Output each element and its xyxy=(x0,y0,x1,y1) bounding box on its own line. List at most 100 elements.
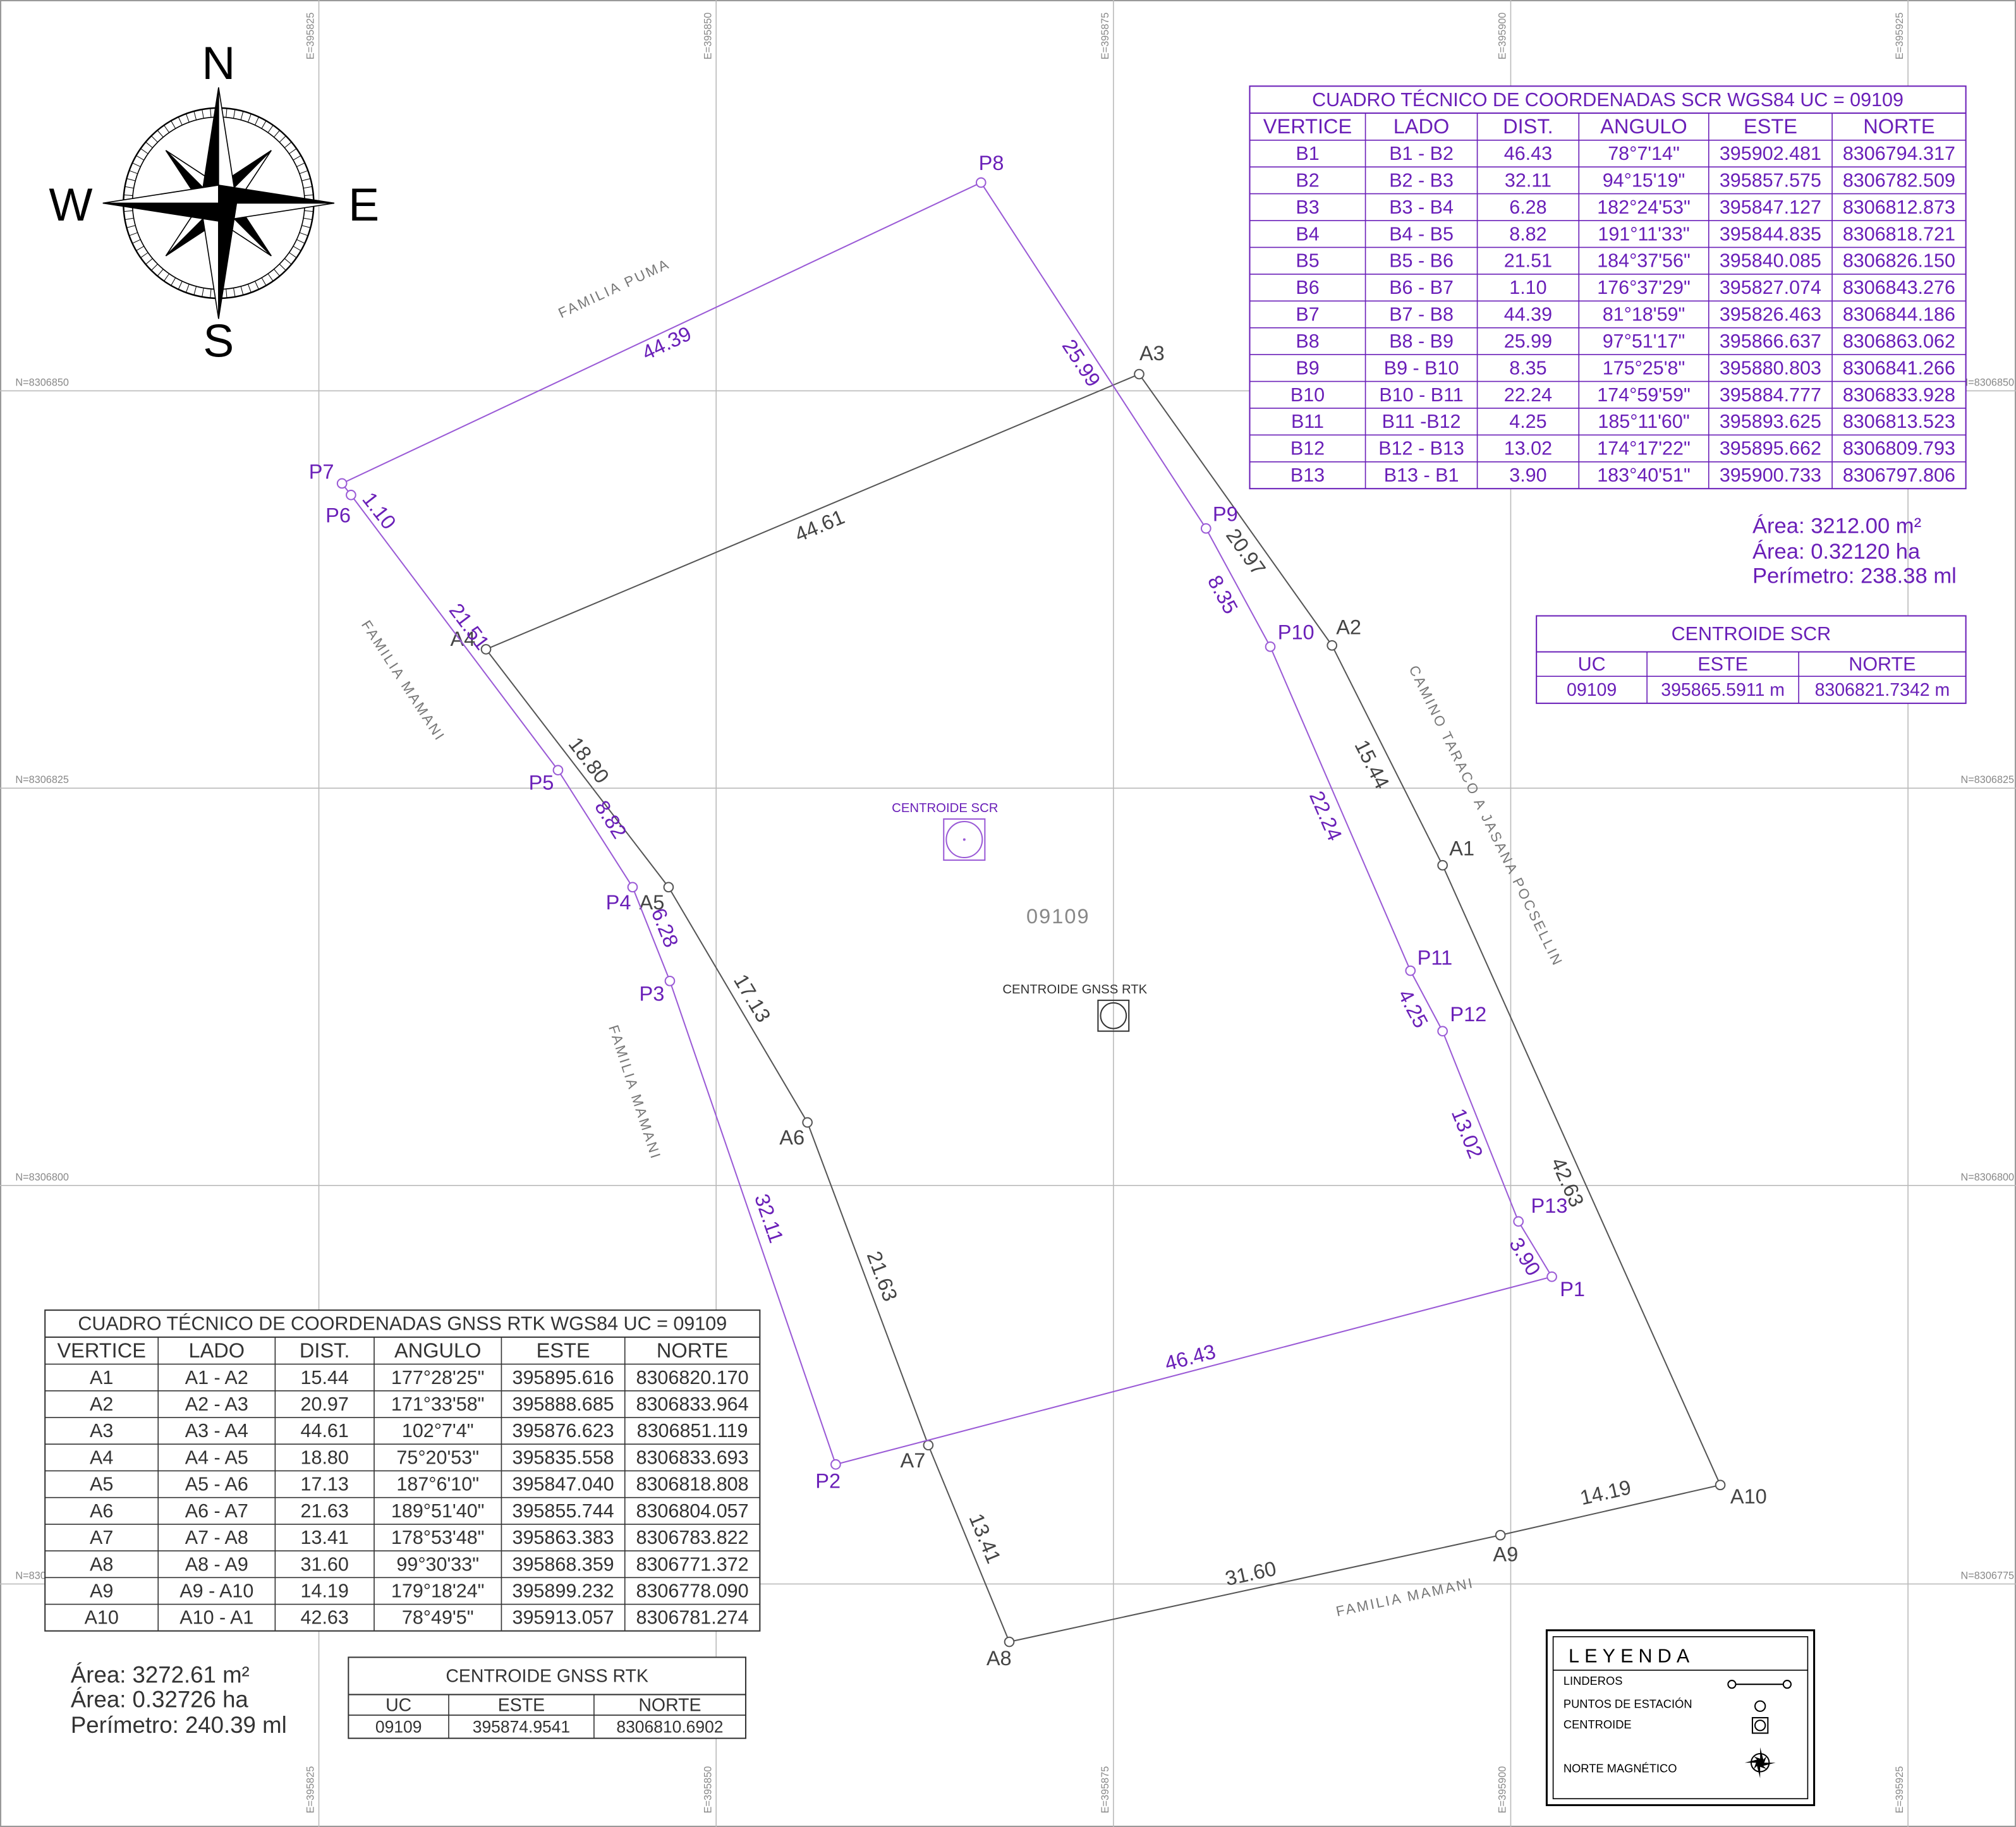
table-cell: 395868.359 xyxy=(513,1553,614,1575)
scr-vertex xyxy=(975,177,987,188)
compass xyxy=(102,87,335,319)
table-cell: 395855.744 xyxy=(513,1500,614,1522)
table-cell: 8.82 xyxy=(1509,223,1546,245)
compass-tick xyxy=(124,186,134,189)
compass-tick xyxy=(233,109,236,119)
table-cell: A8 - A9 xyxy=(185,1553,248,1575)
centroid-gnss-label: CENTROIDE GNSS RTK xyxy=(1002,983,1147,997)
table-cell: 6.28 xyxy=(1509,197,1546,218)
compass-tick xyxy=(240,111,244,120)
gnss-side xyxy=(1331,645,1443,866)
compass-tick xyxy=(289,148,297,154)
compass-tick xyxy=(289,252,297,258)
table-cell: A10 - A1 xyxy=(179,1607,253,1629)
table-cell: 17.13 xyxy=(301,1474,349,1495)
northing-label: N=8306850 xyxy=(15,377,69,389)
table-cell: B8 xyxy=(1296,331,1319,352)
table-header: UC xyxy=(1578,653,1606,675)
table-cell: 44.39 xyxy=(1504,304,1552,325)
scr-side xyxy=(980,182,1207,529)
compass-tick xyxy=(178,116,183,126)
gnss-vertex-label: A4 xyxy=(450,628,475,650)
table-cell: 8306778.090 xyxy=(636,1581,748,1602)
coordinate-table: CENTROIDE GNSS RTK UC ESTE NORTE 09109 395874… xyxy=(348,1656,746,1739)
table-cell: 21.63 xyxy=(301,1500,349,1522)
table-cell: 8306833.693 xyxy=(636,1447,748,1468)
compass-tick xyxy=(151,135,158,143)
gnss-side xyxy=(927,1445,1010,1642)
table-cell: 8306809.793 xyxy=(1843,438,1955,459)
compass-tick xyxy=(247,113,252,123)
table-cell: 8306818.721 xyxy=(1843,223,1955,245)
legend-symbol xyxy=(1754,1720,1766,1732)
table-header: VERTICE xyxy=(1263,115,1352,138)
compass-tick xyxy=(145,258,153,265)
gnss-vertex xyxy=(1327,640,1338,651)
table-cell: B8 - B9 xyxy=(1389,331,1454,352)
table-cell: B12 xyxy=(1290,438,1325,459)
table-cell: 8306851.119 xyxy=(637,1420,748,1442)
table-cell: 395902.481 xyxy=(1720,143,1821,164)
compass-tick xyxy=(274,130,281,138)
scr-summary: Perímetro: 238.38 ml xyxy=(1752,564,1957,588)
table-cell: A9 xyxy=(90,1581,113,1602)
scr-vertex xyxy=(346,489,356,501)
compass-tick xyxy=(210,289,212,298)
coordinate-table: CENTROIDE SCR UC ESTE NORTE 09109 395865.5911… xyxy=(1536,615,1967,704)
table-cell: 14.19 xyxy=(301,1581,349,1602)
compass-tick xyxy=(254,116,259,126)
gnss-vertex xyxy=(1495,1529,1506,1541)
gnss-side xyxy=(485,648,669,888)
table-cell: 8.35 xyxy=(1509,357,1546,379)
table-cell: 13.02 xyxy=(1504,438,1552,459)
table-cell: B6 - B7 xyxy=(1389,277,1454,298)
compass-tick xyxy=(171,120,176,129)
scr-side xyxy=(350,494,559,771)
table-title: CENTROIDE GNSS RTK xyxy=(446,1666,648,1686)
table-cell: 185°11'60" xyxy=(1598,411,1689,432)
coordinate-table: CUADRO TÉCNICO DE COORDENADAS SCR WGS84 … xyxy=(1249,85,1967,490)
compass-tick xyxy=(164,273,170,282)
gnss-side xyxy=(1442,865,1721,1486)
scr-vertex xyxy=(1200,523,1211,534)
scr-vertex xyxy=(1265,641,1276,652)
compass-tick xyxy=(164,124,170,133)
compass-tick xyxy=(279,135,286,143)
table-cell: 191°11'33" xyxy=(1598,223,1689,245)
table-cell: A7 - A8 xyxy=(185,1527,248,1548)
table-header: DIST. xyxy=(300,1339,350,1362)
table-cell: B9 - B10 xyxy=(1384,357,1459,379)
table-cell: B1 - B2 xyxy=(1389,143,1454,164)
scr-side xyxy=(1205,528,1271,647)
table-cell: 395840.085 xyxy=(1720,250,1821,272)
scr-vertex xyxy=(664,975,676,986)
table-cell: 395900.733 xyxy=(1720,464,1821,486)
legend-symbol xyxy=(1758,1763,1767,1769)
legend-symbol xyxy=(1754,1756,1762,1763)
gnss-vertex-label: A7 xyxy=(901,1449,926,1472)
table-cell: 395913.057 xyxy=(513,1607,614,1629)
scr-side xyxy=(835,1276,1552,1466)
table-header: ANGULO xyxy=(394,1339,481,1362)
table-cell: B3 xyxy=(1296,197,1319,218)
scr-summary: Área: 3212.00 m² xyxy=(1752,513,1921,538)
scr-vertex-label: P8 xyxy=(979,152,1004,174)
table-cell: 395835.558 xyxy=(513,1447,614,1468)
table-header: ESTE xyxy=(537,1339,590,1362)
table-cell: 8306812.873 xyxy=(1843,197,1955,218)
centroid-gnss-symbol xyxy=(1100,1002,1127,1029)
table-cell: 8306844.186 xyxy=(1843,304,1955,325)
compass-tick xyxy=(140,148,149,154)
table-header: ESTE xyxy=(1697,653,1748,675)
table-cell: 18.80 xyxy=(301,1447,349,1468)
gnss-side xyxy=(806,1122,929,1446)
compass-tick xyxy=(296,239,305,244)
scr-side xyxy=(557,770,633,888)
scr-side xyxy=(1270,646,1411,971)
table-cell: B10 xyxy=(1290,384,1325,406)
compass-tick xyxy=(284,258,292,265)
scr-vertex-label: P13 xyxy=(1531,1194,1568,1217)
table-cell: 8306781.274 xyxy=(636,1607,748,1629)
compass-tick xyxy=(267,273,274,282)
